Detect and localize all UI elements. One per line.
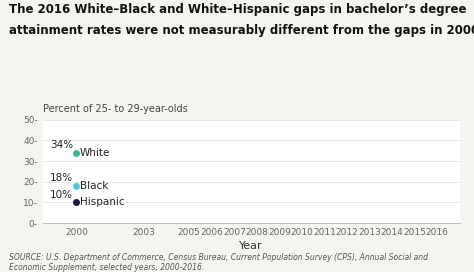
Text: 34%: 34% [50,140,73,150]
Text: 10%: 10% [50,190,73,200]
Text: White: White [80,148,110,158]
Text: The 2016 White–Black and White–Hispanic gaps in bachelor’s degree: The 2016 White–Black and White–Hispanic … [9,3,467,16]
Text: Percent of 25- to 29-year-olds: Percent of 25- to 29-year-olds [43,104,187,114]
X-axis label: Year: Year [239,241,263,251]
Text: Hispanic: Hispanic [80,197,125,207]
Text: 18%: 18% [50,173,73,183]
Text: SOURCE: U.S. Department of Commerce, Census Bureau, Current Population Survey (C: SOURCE: U.S. Department of Commerce, Cen… [9,253,428,272]
Text: attainment rates were not measurably different from the gaps in 2000.: attainment rates were not measurably dif… [9,24,474,38]
Text: Black: Black [80,181,108,191]
